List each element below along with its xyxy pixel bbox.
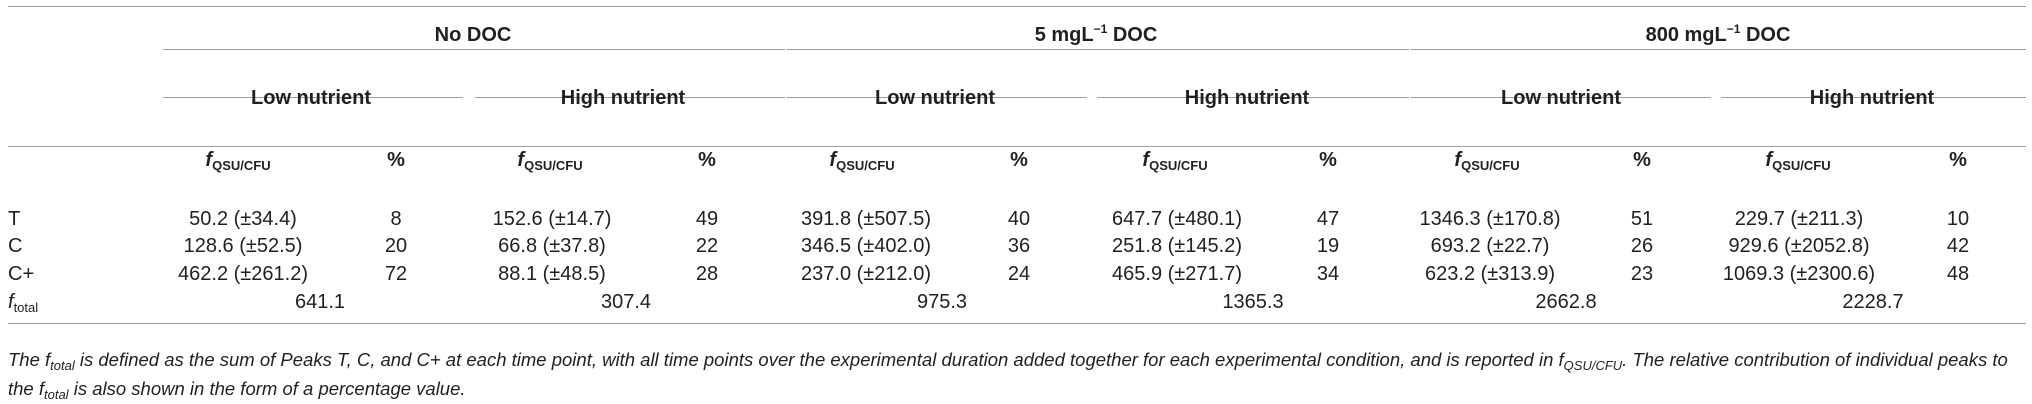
table-cell: 1346.3 (±170.8): [1419, 208, 1561, 230]
total-cell: 1365.3: [1222, 291, 1284, 313]
subgroup-rule-1: [163, 97, 463, 98]
subgroup-rule-5: [1411, 97, 1711, 98]
col-header-pct: %: [1633, 149, 1651, 171]
table-cell: 66.8 (±37.8): [498, 235, 606, 257]
subgroup-header: High nutrient: [1184, 87, 1310, 109]
table-cell: 22: [695, 235, 719, 257]
subgroup-rule-3: [787, 97, 1087, 98]
col-header-f: fQSU/CFU: [205, 149, 271, 173]
table-cell: 49: [695, 208, 719, 230]
table-cell: 23: [1630, 263, 1654, 285]
table-cell: 8: [390, 208, 402, 230]
table-top-rule: [8, 6, 2026, 7]
col-header-f: fQSU/CFU: [1765, 149, 1831, 173]
subgroup-header: High nutrient: [560, 87, 686, 109]
col-header-f: fQSU/CFU: [1454, 149, 1520, 173]
table-cell: 929.6 (±2052.8): [1728, 235, 1870, 257]
subgroup-header: Low nutrient: [251, 87, 371, 109]
table-cell: 152.6 (±14.7): [492, 208, 612, 230]
col-header-f: fQSU/CFU: [829, 149, 895, 173]
table-cell: 34: [1316, 263, 1340, 285]
table-cell: 346.5 (±402.0): [801, 235, 931, 257]
table-cell: 623.2 (±313.9): [1425, 263, 1555, 285]
group-rule-no-doc: [163, 49, 785, 50]
col-header-f: fQSU/CFU: [517, 149, 583, 173]
table-cell: 237.0 (±212.0): [801, 263, 931, 285]
table-cell: 42: [1946, 235, 1970, 257]
row-label: C: [8, 235, 23, 257]
table-cell: 693.2 (±22.7): [1430, 235, 1550, 257]
col-header-pct: %: [698, 149, 716, 171]
total-cell: 641.1: [294, 291, 346, 313]
table-cell: 10: [1946, 208, 1970, 230]
table-cell: 465.9 (±271.7): [1112, 263, 1242, 285]
total-row-label: ftotal: [8, 291, 39, 315]
table-bottom-rule: [8, 323, 2026, 324]
table-cell: 19: [1316, 235, 1340, 257]
total-cell: 2228.7: [1842, 291, 1904, 313]
table-cell: 50.2 (±34.4): [189, 208, 297, 230]
col-header-pct: %: [1010, 149, 1028, 171]
table-cell: 128.6 (±52.5): [183, 235, 303, 257]
group-header-800mg-doc: 800 mgL−1 DOC: [1645, 22, 1791, 46]
group-rule-5mg-doc: [787, 49, 1409, 50]
table-cell: 28: [695, 263, 719, 285]
subgroup-rule-2: [475, 97, 785, 98]
group-rule-800mg-doc: [1411, 49, 2026, 50]
table-cell: 1069.3 (±2300.6): [1722, 263, 1876, 285]
total-cell: 975.3: [916, 291, 968, 313]
table-cell: 229.7 (±211.3): [1734, 208, 1864, 230]
subgroup-rule-4: [1097, 97, 1409, 98]
header-bottom-rule: [8, 146, 2026, 147]
table-cell: 647.7 (±480.1): [1112, 208, 1242, 230]
total-cell: 307.4: [600, 291, 652, 313]
subgroup-header: Low nutrient: [1501, 87, 1621, 109]
table-cell: 88.1 (±48.5): [498, 263, 606, 285]
total-cell: 2662.8: [1535, 291, 1597, 313]
table-cell: 36: [1007, 235, 1031, 257]
row-label: T: [8, 208, 21, 230]
table-cell: 26: [1630, 235, 1654, 257]
col-header-pct: %: [1949, 149, 1967, 171]
table-cell: 20: [384, 235, 408, 257]
table-cell: 391.8 (±507.5): [801, 208, 931, 230]
col-header-pct: %: [1319, 149, 1337, 171]
table-cell: 47: [1316, 208, 1340, 230]
table-cell: 462.2 (±261.2): [178, 263, 308, 285]
group-header-5mg-doc: 5 mgL−1 DOC: [1034, 22, 1158, 46]
subgroup-rule-6: [1721, 97, 2026, 98]
table-cell: 72: [384, 263, 408, 285]
table-cell: 251.8 (±145.2): [1112, 235, 1242, 257]
row-label: C+: [8, 263, 35, 285]
subgroup-header: High nutrient: [1809, 87, 1935, 109]
group-header-no-doc: No DOC: [434, 24, 512, 46]
table-cell: 24: [1007, 263, 1031, 285]
col-header-f: fQSU/CFU: [1142, 149, 1208, 173]
table-cell: 48: [1946, 263, 1970, 285]
table-cell: 51: [1630, 208, 1654, 230]
col-header-pct: %: [387, 149, 405, 171]
table-cell: 40: [1007, 208, 1031, 230]
subgroup-header: Low nutrient: [875, 87, 995, 109]
table-footnote: The ftotal is defined as the sum of Peak…: [8, 349, 2008, 402]
